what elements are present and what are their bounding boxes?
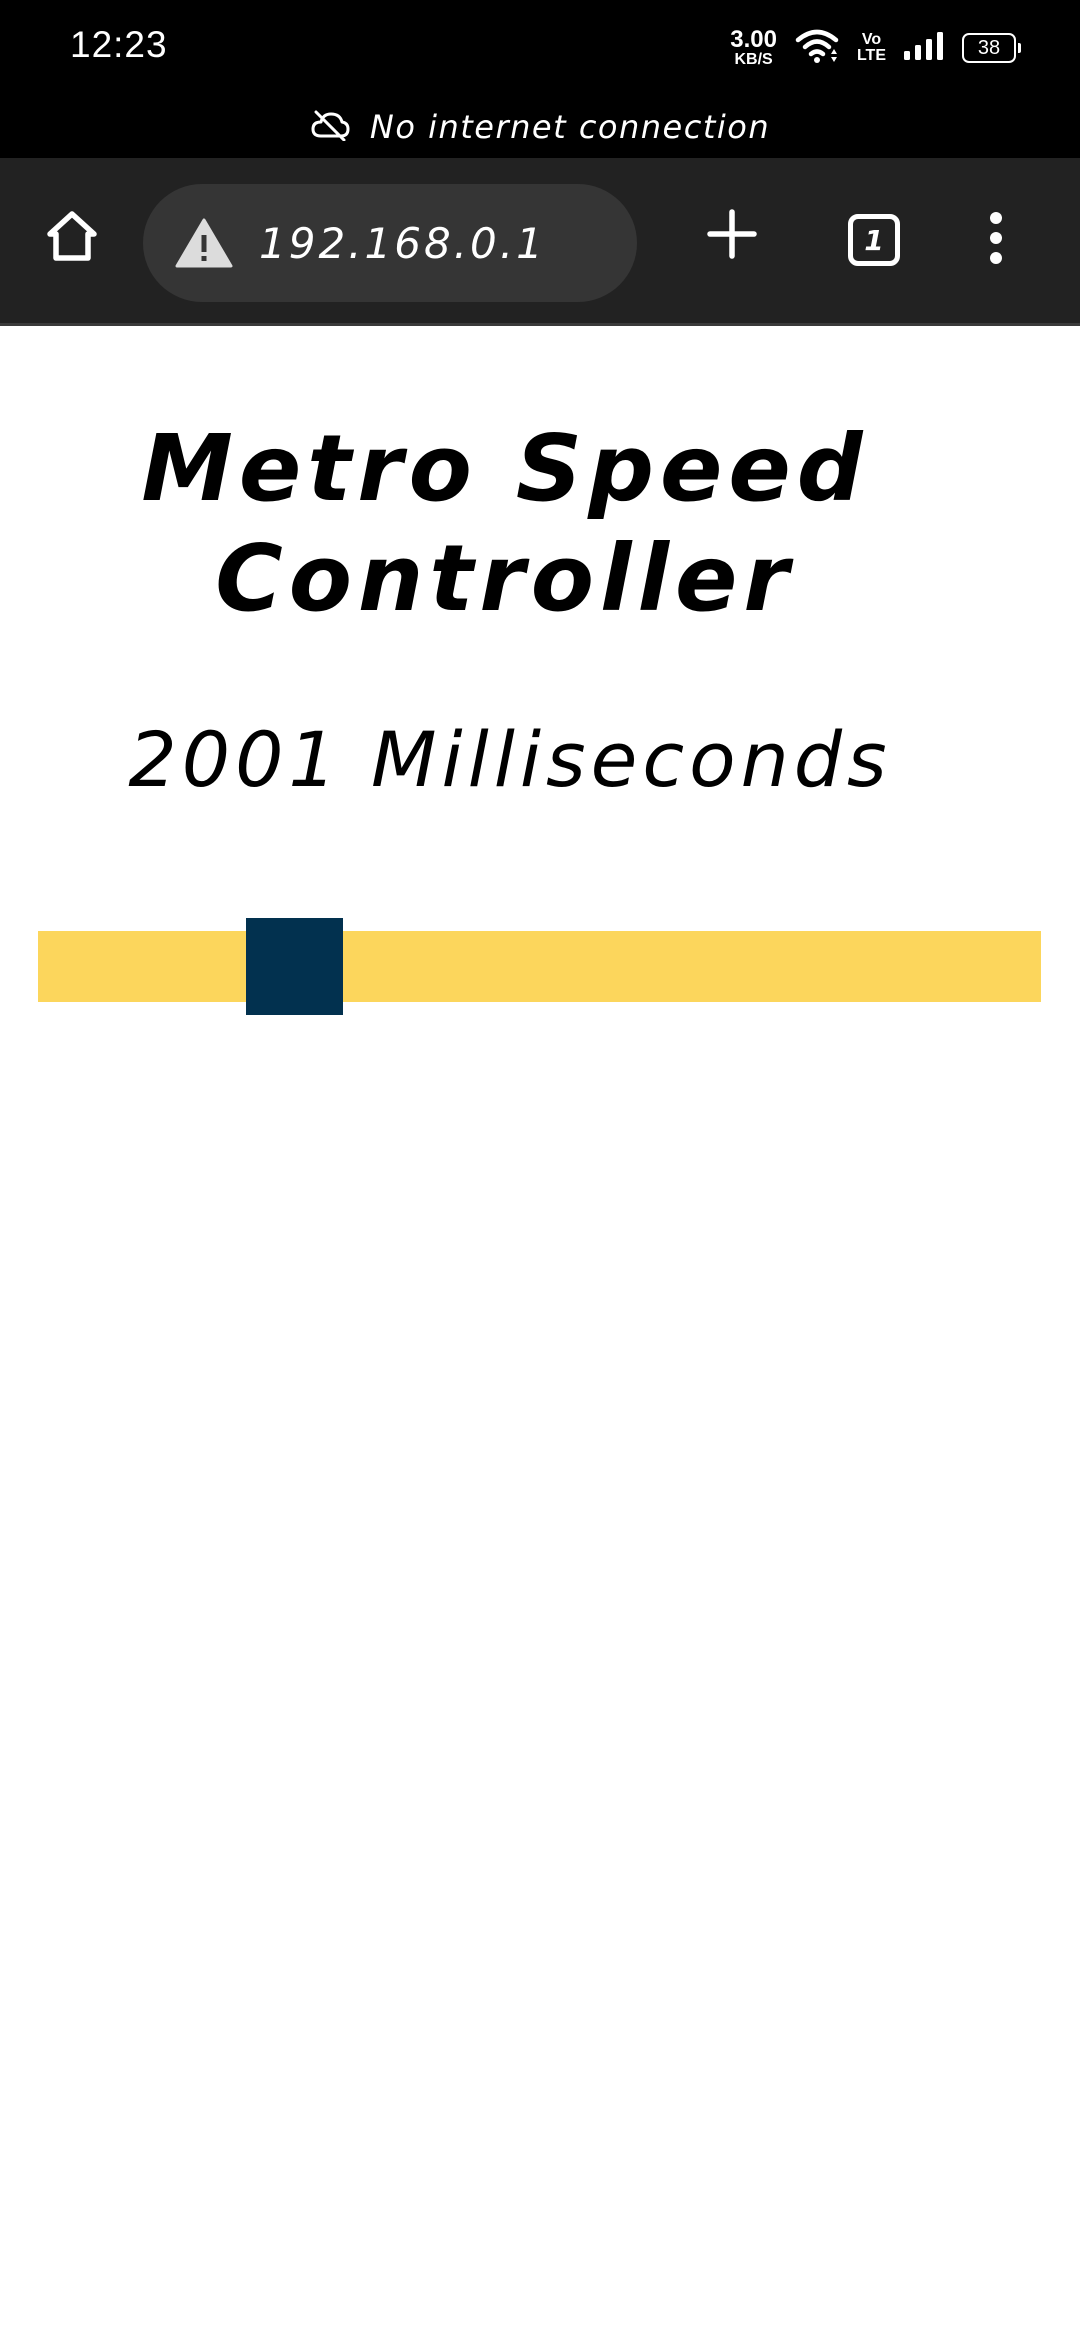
signal-icon <box>904 31 944 65</box>
speed-slider-thumb[interactable] <box>246 918 343 1015</box>
status-bar: 12:23 3.00 KB/S Vo LTE <box>0 0 1080 95</box>
volte-bottom: LTE <box>856 47 886 64</box>
home-icon <box>42 206 102 270</box>
home-button[interactable] <box>36 202 108 274</box>
page-title: Metro Speed Controller <box>141 415 869 632</box>
url-text[interactable]: 192.168.0.1 <box>259 218 546 268</box>
tab-count: 1 <box>864 223 884 257</box>
speed-readout: 2001 Milliseconds <box>128 715 892 804</box>
menu-button[interactable] <box>976 204 1016 276</box>
cloud-off-icon <box>310 109 350 145</box>
warning-icon[interactable] <box>175 216 233 270</box>
new-tab-button[interactable] <box>700 204 764 268</box>
battery-icon: 38 <box>962 33 1021 63</box>
speed-slider-track[interactable] <box>38 931 1041 1002</box>
network-speed-unit: KB/S <box>734 51 773 68</box>
network-speed-value: 3.00 <box>730 26 777 53</box>
tab-switcher-button[interactable]: 1 <box>848 214 900 266</box>
more-vert-icon <box>988 210 1004 270</box>
web-page: Metro Speed Controller 2001 Milliseconds <box>0 329 1080 2340</box>
address-bar[interactable]: 192.168.0.1 <box>143 184 637 302</box>
volte-top: Vo <box>861 31 882 48</box>
status-time: 12:23 <box>70 24 168 65</box>
plus-icon <box>706 208 758 264</box>
offline-banner: No internet connection <box>0 95 1080 158</box>
status-icons: 3.00 KB/S Vo LTE 38 <box>730 24 1021 72</box>
network-speed: 3.00 KB/S <box>730 28 777 68</box>
volte-indicator: Vo LTE <box>857 32 886 64</box>
browser-toolbar: 192.168.0.1 1 <box>0 158 1080 326</box>
wifi-icon <box>795 28 839 68</box>
offline-message: No internet connection <box>369 107 771 146</box>
